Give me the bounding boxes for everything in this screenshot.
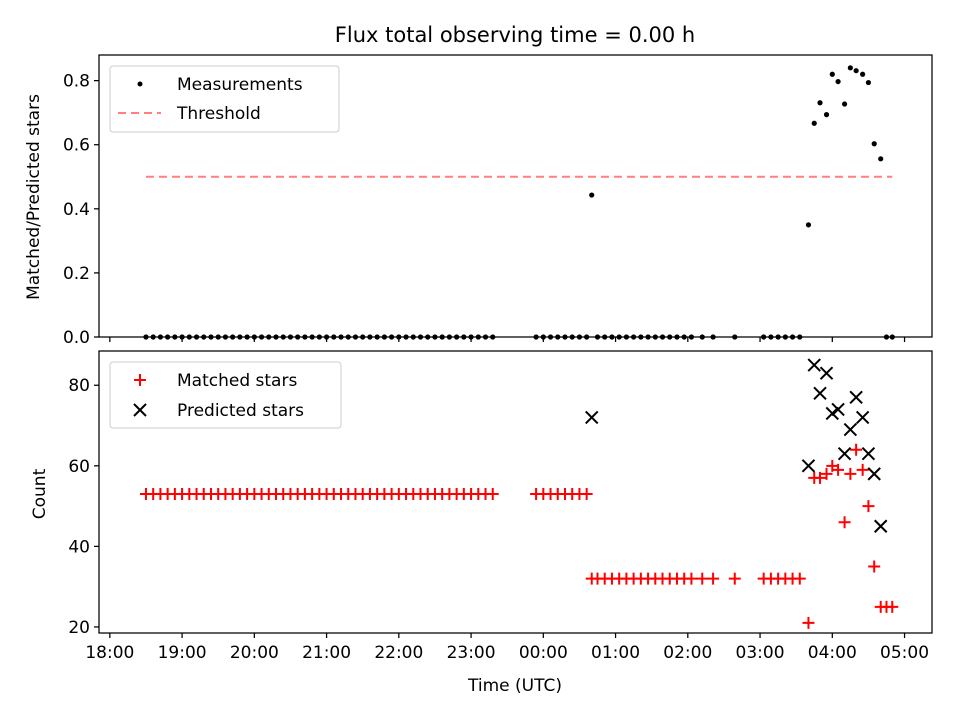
matched-star-point: [814, 471, 827, 484]
flux-ratio-panel: Flux total observing time = 0.00 h Match…: [24, 23, 933, 348]
matched-star-point: [832, 463, 845, 476]
predicted-star-point: [801, 459, 816, 473]
x-tick-label: 00:00: [519, 643, 568, 663]
matched-star-point: [486, 488, 499, 501]
measurement-point: [841, 101, 848, 107]
x-tick-label: 02:00: [663, 643, 712, 663]
y-tick-label: 80: [68, 376, 90, 396]
x-tick-label: 01:00: [591, 643, 640, 663]
legend-predicted-label: Predicted stars: [177, 401, 304, 421]
y-tick-label: 0.0: [63, 328, 90, 348]
y-tick-label: 60: [68, 457, 90, 477]
measurement-point: [871, 141, 877, 147]
x-tick-label: 05:00: [880, 643, 929, 663]
y-tick-label: 0.8: [63, 72, 90, 92]
bottom-legend: Matched stars Predicted stars: [109, 361, 342, 429]
x-tick-label: 20:00: [230, 643, 279, 663]
x-tick-label: 03:00: [736, 643, 785, 663]
predicted-star-point: [819, 366, 834, 380]
matched-star-point: [838, 516, 851, 529]
predicted-star-point: [825, 406, 840, 421]
top-legend: Measurements Threshold: [109, 65, 340, 133]
matched-star-point: [862, 500, 875, 513]
measurement-point: [835, 78, 841, 85]
bottom-axis-ticks: 18:00 19:00 20:00 21:00 22:00 23:00 00:00 01:00…: [68, 376, 929, 663]
y-tick-label: 20: [68, 618, 90, 638]
measurement-point: [847, 65, 853, 71]
x-tick-label: 22:00: [374, 643, 423, 663]
matched-star-point: [856, 463, 869, 476]
predicted-star-point: [867, 467, 881, 481]
measurement-point: [860, 71, 866, 77]
y-tick-label: 0.4: [63, 200, 90, 220]
predicted-star-point: [585, 410, 599, 425]
measurement-point: [829, 71, 835, 77]
matched-star-point: [802, 616, 815, 629]
measurement-point: [865, 79, 872, 86]
matched-star-point: [707, 572, 720, 585]
bottom-legend-box: [109, 361, 342, 429]
x-tick-label: 04:00: [808, 643, 857, 663]
predicted-star-point: [861, 447, 876, 461]
legend-predicted-marker: [133, 403, 147, 417]
predicted-star-point: [843, 422, 858, 437]
legend-measurements-label: Measurements: [177, 75, 303, 95]
measurement-point: [817, 100, 823, 106]
measurement-point: [853, 68, 859, 74]
bottom-y-axis-label: Count: [30, 468, 50, 519]
matched-star-point: [886, 600, 899, 613]
matched-star-point: [685, 572, 698, 585]
chart-title: Flux total observing time = 0.00 h: [335, 23, 695, 47]
bottom-plot-marks: [139, 358, 899, 629]
top-legend-box: [109, 65, 340, 133]
top-y-axis-label: Matched/Predicted stars: [24, 94, 44, 300]
matched-star-point: [793, 572, 806, 585]
measurement-point: [811, 120, 817, 126]
matched-star-point: [820, 467, 833, 480]
predicted-star-point: [831, 402, 845, 417]
predicted-star-point: [873, 519, 888, 533]
predicted-star-point: [807, 358, 821, 372]
y-tick-label: 0.2: [63, 264, 90, 284]
legend-measurements-marker: [137, 81, 143, 87]
matched-star-point: [844, 467, 857, 480]
measurement-point: [589, 192, 595, 198]
bottom-axes-frame: [98, 350, 933, 634]
predicted-star-point: [855, 410, 870, 425]
x-tick-label: 23:00: [447, 643, 496, 663]
top-axis-ticks: 0.0 0.2 0.4 0.6 0.8: [63, 72, 906, 348]
x-tick-label: 18:00: [85, 643, 134, 663]
measurement-point: [823, 112, 830, 118]
star-count-panel: Count Time (UTC) 18:00 19:00 20:00 21:00 22:…: [30, 350, 933, 696]
top-axes-frame: [98, 54, 933, 338]
matched-star-point: [696, 572, 709, 585]
predicted-star-point: [837, 447, 852, 461]
matched-star-point: [850, 443, 863, 456]
x-tick-label: 19:00: [158, 643, 207, 663]
matched-star-point: [580, 488, 593, 501]
y-tick-label: 0.6: [63, 136, 90, 156]
legend-matched-label: Matched stars: [177, 371, 297, 391]
legend-threshold-label: Threshold: [176, 104, 261, 124]
x-tick-label: 21:00: [302, 643, 351, 663]
y-tick-label: 40: [68, 537, 90, 557]
measurement-point: [878, 156, 884, 162]
matched-star-point: [868, 560, 881, 573]
predicted-star-point: [849, 390, 863, 405]
x-axis-label: Time (UTC): [467, 676, 562, 696]
measurement-point: [805, 222, 812, 228]
top-plot-marks: [143, 65, 895, 340]
legend-matched-marker: [134, 374, 146, 386]
matched-star-point: [728, 572, 741, 585]
predicted-star-point: [813, 386, 827, 401]
